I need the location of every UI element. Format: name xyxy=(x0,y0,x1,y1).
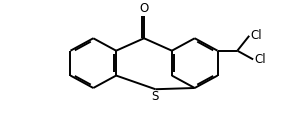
Text: Cl: Cl xyxy=(254,53,266,66)
Text: S: S xyxy=(152,90,159,103)
Text: Cl: Cl xyxy=(250,29,262,42)
Text: O: O xyxy=(139,2,149,15)
